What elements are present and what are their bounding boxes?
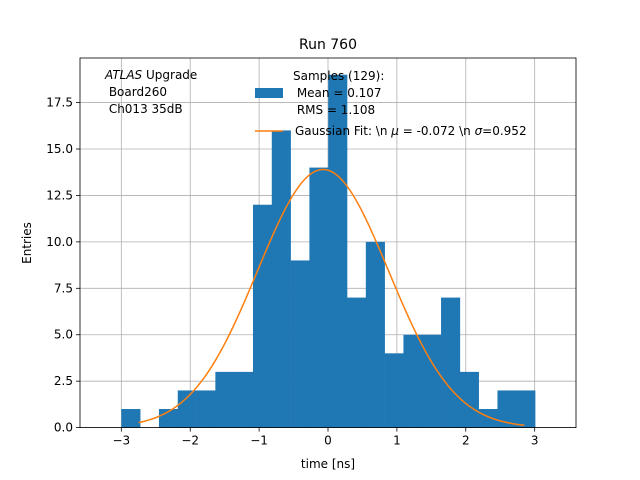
y-tick-label: 0.0 — [54, 421, 73, 435]
x-axis-label: time [ns] — [301, 457, 355, 471]
y-tick-label: 12.5 — [46, 188, 73, 202]
legend: Samples (129): Mean = 0.107 RMS = 1.108 … — [255, 69, 527, 138]
histogram-bar — [347, 297, 367, 428]
y-tick-label: 7.5 — [54, 281, 73, 295]
x-tick-label: −2 — [181, 434, 199, 448]
histogram-bar — [497, 390, 517, 428]
y-tick-label: 17.5 — [46, 96, 73, 110]
x-tick-label: 1 — [393, 434, 401, 448]
legend-fit-label: Gaussian Fit: \n μ = -0.072 \n σ=0.952 — [295, 124, 527, 138]
x-tick-label: 2 — [462, 434, 470, 448]
histogram-bar — [441, 297, 461, 428]
legend-mean-label: Mean = 0.107 — [293, 86, 382, 100]
chart-title: Run 760 — [299, 37, 357, 53]
y-tick-label: 15.0 — [46, 142, 73, 156]
histogram-bar — [384, 353, 404, 428]
histogram-bar — [309, 167, 329, 428]
y-tick-label: 10.0 — [46, 235, 73, 249]
legend-fit-text-1: Gaussian Fit: \n — [295, 124, 391, 138]
legend-fit-mu: μ — [390, 124, 399, 138]
histogram-bar — [365, 241, 385, 428]
atlas-label: ATLAS — [104, 68, 143, 82]
x-axis-ticks: −3 −2 −1 0 1 2 3 — [112, 427, 539, 448]
y-tick-label: 2.5 — [54, 374, 73, 388]
legend-samples-label: Samples (129): — [293, 69, 384, 83]
x-tick-label: 3 — [531, 434, 539, 448]
histogram-bar — [478, 409, 498, 428]
histogram-bar — [422, 334, 442, 428]
histogram-bars — [121, 74, 536, 428]
x-tick-label: −1 — [250, 434, 268, 448]
x-tick-label: −3 — [112, 434, 130, 448]
histogram-bar — [290, 260, 310, 428]
histogram-bar — [271, 130, 291, 428]
histogram-bar — [516, 390, 536, 428]
histogram-bar — [328, 74, 348, 428]
histogram-bar — [177, 390, 197, 428]
histogram-bar — [196, 390, 216, 428]
atlas-annotation-line1: ATLAS Upgrade — [104, 68, 197, 82]
legend-fit-text-3: =0.952 — [482, 124, 526, 138]
atlas-annotation-board: Board260 — [105, 85, 167, 99]
legend-fit-sigma: σ — [475, 124, 483, 138]
histogram-bar — [403, 334, 423, 428]
gaussian-fit-curve — [138, 168, 525, 427]
histogram-bar — [459, 371, 479, 428]
upgrade-label: Upgrade — [142, 68, 197, 82]
x-tick-label: 0 — [324, 434, 332, 448]
legend-histogram-swatch — [255, 88, 283, 98]
histogram-bar — [215, 371, 235, 428]
legend-fit-text-2: = -0.072 \n — [399, 124, 475, 138]
y-axis-ticks: 0.0 2.5 5.0 7.5 10.0 12.5 15.0 17.5 — [46, 96, 80, 435]
y-axis-label: Entries — [20, 222, 34, 264]
histogram-bar — [234, 371, 254, 428]
histogram-bar — [252, 204, 273, 428]
legend-rms-label: RMS = 1.108 — [293, 103, 375, 117]
histogram-bar — [121, 409, 141, 428]
y-tick-label: 5.0 — [54, 328, 73, 342]
atlas-annotation-channel: Ch013 35dB — [105, 102, 183, 116]
